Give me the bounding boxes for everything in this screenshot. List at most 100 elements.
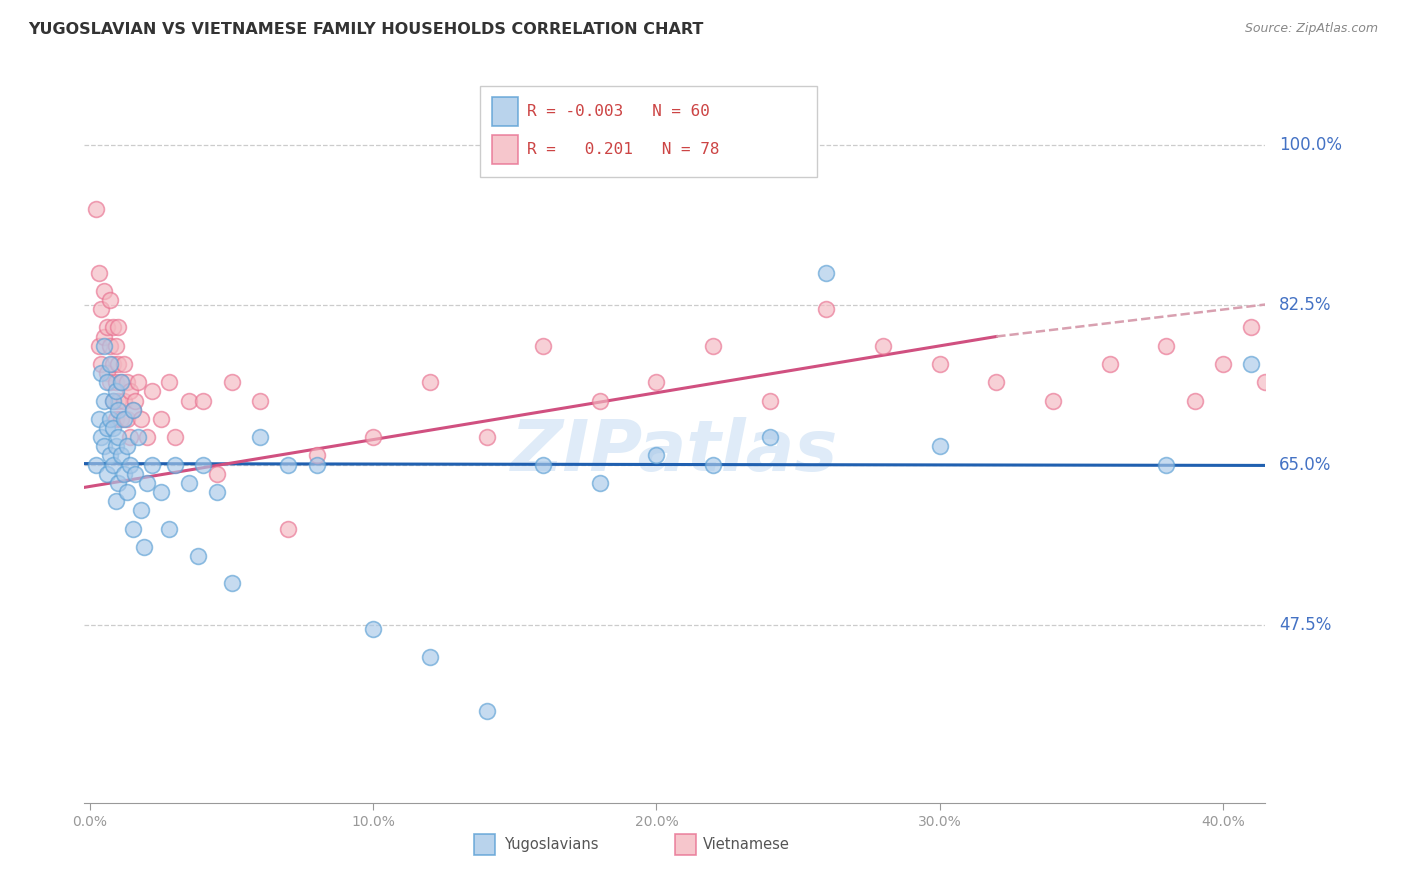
Point — [187, 549, 209, 563]
Point — [101, 357, 124, 371]
Point — [1382, 357, 1405, 371]
Point — [141, 458, 163, 472]
Point — [129, 412, 152, 426]
Point — [928, 439, 950, 453]
Point — [98, 357, 121, 371]
Point — [101, 458, 124, 472]
Point — [87, 338, 110, 352]
Text: R = -0.003   N = 60: R = -0.003 N = 60 — [527, 104, 710, 120]
Point — [93, 329, 115, 343]
Point — [93, 338, 115, 352]
Point — [1268, 357, 1291, 371]
Point — [589, 475, 612, 490]
Point — [157, 521, 180, 535]
Point — [645, 448, 668, 462]
Point — [1368, 320, 1391, 334]
Text: YUGOSLAVIAN VS VIETNAMESE FAMILY HOUSEHOLDS CORRELATION CHART: YUGOSLAVIAN VS VIETNAMESE FAMILY HOUSEHO… — [28, 22, 703, 37]
Point — [124, 467, 146, 481]
Point — [101, 393, 124, 408]
Point — [107, 430, 129, 444]
Point — [135, 430, 157, 444]
Point — [112, 467, 135, 481]
Point — [702, 458, 724, 472]
Point — [107, 320, 129, 334]
Point — [90, 357, 112, 371]
Point — [132, 540, 155, 554]
Point — [249, 393, 271, 408]
Point — [135, 475, 157, 490]
Point — [121, 402, 143, 417]
Point — [179, 393, 201, 408]
Point — [193, 458, 215, 472]
FancyBboxPatch shape — [492, 135, 517, 164]
Point — [107, 393, 129, 408]
Point — [98, 293, 121, 307]
Point — [115, 412, 138, 426]
Point — [98, 338, 121, 352]
Point — [249, 430, 271, 444]
Point — [101, 393, 124, 408]
Point — [163, 430, 186, 444]
Point — [141, 384, 163, 399]
Point — [96, 421, 118, 435]
FancyBboxPatch shape — [479, 86, 817, 178]
Point — [90, 430, 112, 444]
Point — [475, 430, 498, 444]
Point — [118, 458, 141, 472]
Point — [986, 376, 1008, 390]
Point — [93, 393, 115, 408]
Point — [531, 338, 554, 352]
Point — [193, 393, 215, 408]
Point — [419, 649, 441, 664]
Point — [1354, 338, 1376, 352]
Point — [361, 430, 384, 444]
Text: 100.0%: 100.0% — [1279, 136, 1343, 153]
Text: Yugoslavians: Yugoslavians — [503, 837, 598, 852]
Text: ZIPatlas: ZIPatlas — [512, 417, 838, 486]
Point — [1296, 376, 1319, 390]
Point — [90, 366, 112, 380]
Point — [305, 448, 328, 462]
Point — [121, 402, 143, 417]
Point — [207, 467, 229, 481]
Point — [98, 448, 121, 462]
Point — [90, 301, 112, 317]
Point — [1282, 320, 1305, 334]
Point — [815, 301, 838, 317]
Point — [110, 376, 132, 390]
Point — [758, 393, 780, 408]
Point — [115, 376, 138, 390]
Point — [1240, 320, 1263, 334]
Point — [1254, 376, 1277, 390]
Point — [149, 412, 172, 426]
Point — [104, 338, 127, 352]
FancyBboxPatch shape — [492, 97, 517, 126]
Point — [104, 412, 127, 426]
Point — [277, 521, 299, 535]
Point — [157, 376, 180, 390]
Point — [872, 338, 894, 352]
Point — [110, 376, 132, 390]
Point — [104, 439, 127, 453]
Text: 82.5%: 82.5% — [1279, 295, 1331, 313]
Point — [207, 485, 229, 500]
Point — [118, 430, 141, 444]
Text: 47.5%: 47.5% — [1279, 615, 1331, 633]
Point — [221, 376, 243, 390]
Point — [179, 475, 201, 490]
Point — [702, 338, 724, 352]
Point — [531, 458, 554, 472]
Point — [107, 357, 129, 371]
Point — [645, 376, 668, 390]
Point — [98, 376, 121, 390]
Point — [1240, 357, 1263, 371]
Point — [115, 485, 138, 500]
Point — [87, 266, 110, 280]
FancyBboxPatch shape — [675, 833, 696, 855]
Point — [1310, 338, 1333, 352]
Point — [104, 376, 127, 390]
Point — [127, 430, 149, 444]
Point — [221, 576, 243, 591]
Point — [124, 393, 146, 408]
Point — [305, 458, 328, 472]
